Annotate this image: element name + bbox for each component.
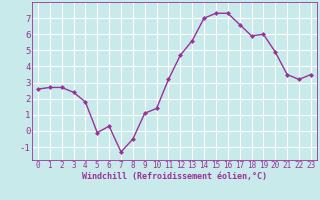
X-axis label: Windchill (Refroidissement éolien,°C): Windchill (Refroidissement éolien,°C) (82, 172, 267, 181)
